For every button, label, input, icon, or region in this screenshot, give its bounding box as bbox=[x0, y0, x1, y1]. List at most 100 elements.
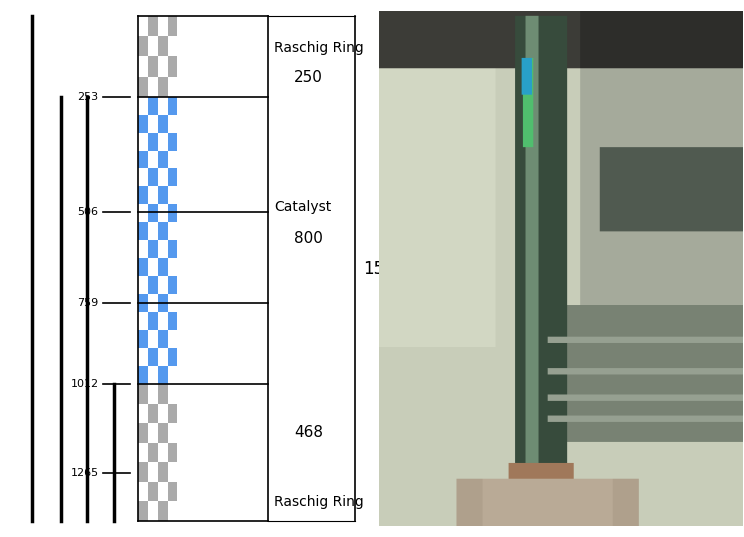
Bar bbox=[167, 222, 177, 241]
Bar bbox=[158, 186, 167, 205]
Bar bbox=[148, 482, 158, 502]
Bar bbox=[158, 150, 167, 169]
Bar bbox=[148, 205, 158, 222]
Bar bbox=[167, 482, 177, 502]
Bar bbox=[138, 186, 148, 205]
Bar bbox=[138, 312, 148, 330]
Bar bbox=[158, 77, 167, 97]
Bar bbox=[158, 37, 167, 56]
Bar bbox=[138, 16, 148, 37]
Bar bbox=[138, 276, 148, 294]
Bar bbox=[138, 56, 148, 77]
Bar bbox=[138, 403, 148, 423]
Bar bbox=[167, 348, 177, 366]
Text: Raschig Ring: Raschig Ring bbox=[274, 495, 364, 509]
Bar bbox=[138, 366, 148, 384]
Bar bbox=[158, 462, 167, 482]
Bar bbox=[148, 222, 158, 241]
Bar bbox=[158, 423, 167, 442]
Bar bbox=[148, 97, 158, 114]
Bar bbox=[148, 384, 158, 403]
Text: 468: 468 bbox=[294, 425, 323, 440]
Bar bbox=[158, 330, 167, 348]
Bar bbox=[158, 205, 167, 222]
Bar bbox=[167, 384, 177, 403]
Bar bbox=[138, 114, 148, 133]
Bar bbox=[167, 276, 177, 294]
Text: 1265: 1265 bbox=[71, 468, 98, 477]
Bar bbox=[148, 169, 158, 186]
Bar bbox=[158, 442, 167, 462]
Bar bbox=[167, 403, 177, 423]
Bar bbox=[167, 462, 177, 482]
Bar bbox=[138, 205, 148, 222]
Bar bbox=[148, 366, 158, 384]
Bar bbox=[138, 442, 148, 462]
Bar bbox=[148, 150, 158, 169]
Text: Raschig Ring: Raschig Ring bbox=[274, 41, 364, 55]
Bar bbox=[148, 276, 158, 294]
Bar bbox=[158, 276, 167, 294]
Bar bbox=[148, 423, 158, 442]
Bar bbox=[138, 294, 148, 312]
Bar bbox=[167, 169, 177, 186]
Bar bbox=[167, 97, 177, 114]
Text: 506: 506 bbox=[77, 207, 98, 217]
Bar bbox=[148, 403, 158, 423]
Bar bbox=[158, 97, 167, 114]
Bar bbox=[148, 502, 158, 521]
Bar bbox=[148, 462, 158, 482]
Bar bbox=[138, 330, 148, 348]
Bar bbox=[148, 114, 158, 133]
Bar bbox=[138, 384, 148, 403]
Bar bbox=[138, 97, 148, 114]
Bar bbox=[167, 150, 177, 169]
Bar bbox=[167, 423, 177, 442]
Bar bbox=[167, 330, 177, 348]
Bar bbox=[148, 16, 158, 37]
Bar bbox=[138, 37, 148, 56]
Bar bbox=[167, 294, 177, 312]
Text: 800: 800 bbox=[294, 231, 323, 246]
Bar bbox=[158, 222, 167, 241]
Bar bbox=[158, 403, 167, 423]
Bar bbox=[148, 442, 158, 462]
Bar bbox=[138, 348, 148, 366]
Bar bbox=[158, 312, 167, 330]
Text: 250: 250 bbox=[294, 70, 323, 85]
Bar bbox=[138, 169, 148, 186]
Bar bbox=[167, 442, 177, 462]
Bar bbox=[148, 258, 158, 276]
Bar bbox=[158, 348, 167, 366]
Bar bbox=[167, 366, 177, 384]
Bar bbox=[148, 77, 158, 97]
Bar bbox=[148, 312, 158, 330]
Bar bbox=[158, 502, 167, 521]
Bar bbox=[167, 205, 177, 222]
Bar bbox=[158, 258, 167, 276]
Bar bbox=[138, 77, 148, 97]
Bar bbox=[158, 384, 167, 403]
Text: 1518: 1518 bbox=[363, 259, 405, 278]
Bar bbox=[138, 502, 148, 521]
Text: Catalyst: Catalyst bbox=[274, 200, 331, 214]
Bar bbox=[138, 423, 148, 442]
Bar bbox=[148, 241, 158, 258]
Bar bbox=[158, 482, 167, 502]
Bar bbox=[167, 77, 177, 97]
Bar bbox=[167, 186, 177, 205]
Bar bbox=[167, 312, 177, 330]
Bar bbox=[158, 16, 167, 37]
Bar bbox=[167, 133, 177, 150]
Bar bbox=[138, 482, 148, 502]
Bar bbox=[138, 241, 148, 258]
Bar bbox=[148, 56, 158, 77]
Bar bbox=[158, 294, 167, 312]
Bar bbox=[148, 294, 158, 312]
Bar bbox=[167, 16, 177, 37]
Bar bbox=[167, 241, 177, 258]
Bar bbox=[158, 241, 167, 258]
Bar bbox=[148, 133, 158, 150]
Bar bbox=[138, 150, 148, 169]
Bar bbox=[138, 222, 148, 241]
